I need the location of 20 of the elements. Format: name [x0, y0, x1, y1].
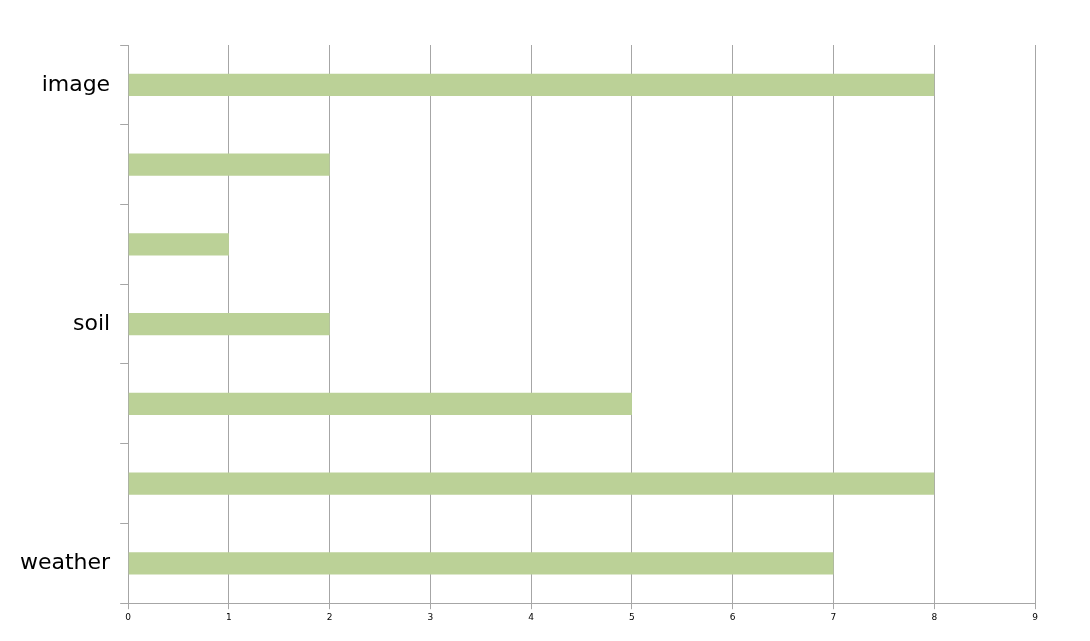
bar: [128, 233, 229, 256]
x-tick-label: 4: [528, 611, 535, 622]
x-tick-label: 1: [226, 611, 232, 622]
x-tick-label: 3: [427, 611, 434, 622]
x-tick-label: 7: [830, 611, 837, 622]
bar: [128, 312, 330, 336]
bar: [128, 392, 632, 416]
bar: [128, 153, 330, 176]
x-tick-label: 6: [729, 611, 736, 622]
x-tick-label: 8: [931, 611, 938, 622]
bar: [128, 472, 935, 495]
bar: [128, 73, 935, 97]
bar: [128, 552, 834, 575]
y-tick-label: weather: [19, 549, 112, 575]
x-tick-label: 0: [125, 611, 132, 622]
y-tick-label: image: [41, 70, 111, 96]
y-tick-label: soil: [73, 309, 111, 335]
x-tick-label: 5: [629, 611, 635, 622]
x-tick-label: 2: [326, 611, 333, 622]
x-tick-label: 9: [1032, 611, 1039, 622]
